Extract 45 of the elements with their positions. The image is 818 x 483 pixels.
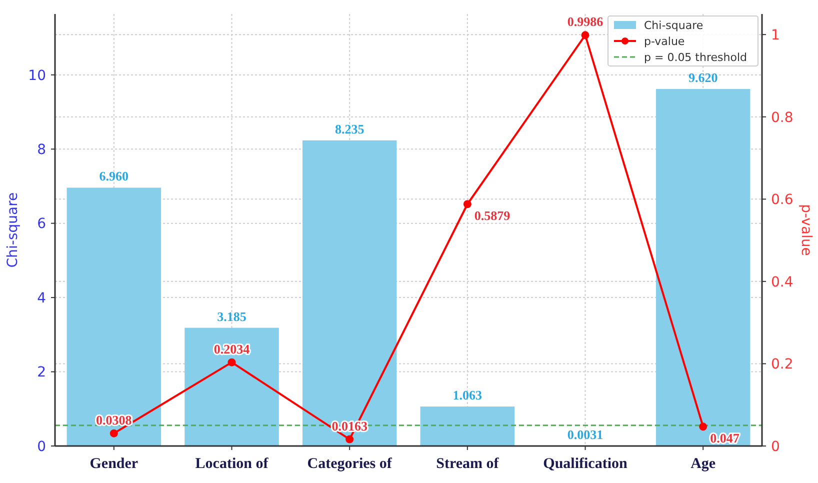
data-label: 0.047 xyxy=(710,430,740,446)
y2-tick-label: 1 xyxy=(771,27,780,44)
data-label: 6.960 xyxy=(99,168,129,184)
data-label: 3.185 xyxy=(217,308,247,324)
x-tick-label: Gender xyxy=(90,456,138,472)
y-axis-title: Chi-square xyxy=(5,192,21,268)
data-label: 8.235 xyxy=(334,121,365,136)
y2-tick-label: 0.8 xyxy=(771,110,794,126)
y2-tick-label: 0.2 xyxy=(771,356,794,373)
data-label: 0.5879 xyxy=(474,208,511,224)
bar xyxy=(302,140,397,446)
point xyxy=(228,358,236,366)
y-tick-label: 6 xyxy=(37,216,46,232)
legend-label: p-value xyxy=(644,34,685,48)
data-label: 1.063 xyxy=(452,388,483,403)
point xyxy=(346,435,354,444)
point xyxy=(110,429,118,438)
y-tick-label: 10 xyxy=(28,68,46,84)
x-tick-label: Location of xyxy=(195,456,270,472)
point xyxy=(463,200,472,208)
y2-tick-label: 0 xyxy=(771,438,780,455)
legend-label: p = 0.05 threshold xyxy=(644,50,747,64)
y-tick-label: 2 xyxy=(37,364,46,381)
point xyxy=(699,422,708,431)
data-label: 0.0031 xyxy=(567,426,604,442)
y2-tick-label: 0.4 xyxy=(771,274,794,290)
bar xyxy=(656,88,750,446)
x-tick-label: Age xyxy=(690,456,716,472)
data-label: 0.0308 xyxy=(96,412,132,428)
x-tick-label: Categories of xyxy=(307,456,393,472)
x-tick-label: Stream of xyxy=(436,456,500,472)
data-label: 0.2034 xyxy=(214,341,250,356)
data-label: 0.9986 xyxy=(567,14,604,30)
x-tick-label: Qualification xyxy=(543,456,628,472)
y2-tick-label: 0.6 xyxy=(771,192,794,208)
bar xyxy=(184,328,279,446)
legend-label: Chi-square xyxy=(644,18,704,32)
y-tick-label: 4 xyxy=(37,290,46,306)
y2-axis-title: p-value xyxy=(798,204,814,256)
point xyxy=(581,31,590,40)
bar xyxy=(420,406,515,446)
y-tick-label: 8 xyxy=(37,142,46,158)
data-label: 9.620 xyxy=(688,70,718,85)
bar xyxy=(66,188,162,446)
y-tick-label: 0 xyxy=(37,438,46,455)
